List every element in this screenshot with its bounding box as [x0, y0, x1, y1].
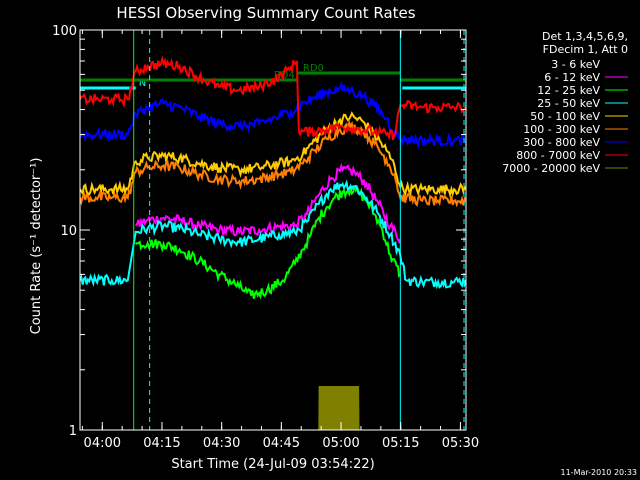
series-line-7	[80, 55, 466, 141]
chart-title: HESSI Observing Summary Count Rates	[116, 4, 415, 22]
flag-label-rd0: RD0	[303, 63, 324, 74]
flag-label-n: N	[139, 78, 146, 89]
x-axis-label: Start Time (24-Jul-09 03:54:22)	[171, 457, 374, 472]
y-tick-label-2: 100	[52, 24, 77, 39]
series-3	[80, 179, 466, 290]
series-2	[135, 184, 402, 300]
x-tick-label-5: 05:15	[382, 436, 419, 451]
series-line-6	[80, 80, 466, 149]
legend-label-5: 100 - 300 keV	[523, 123, 600, 136]
y-tick-label-1: 10	[60, 224, 77, 239]
x-tick-label-4: 05:00	[322, 436, 359, 451]
series-line-1	[134, 162, 402, 245]
series-7	[80, 55, 466, 141]
legend-label-7: 800 - 7000 keV	[516, 149, 600, 162]
legend: Det 1,3,4,5,6,9,FDecim 1, Att 0 3 - 6 keV…	[502, 30, 628, 175]
series-layer	[80, 55, 466, 430]
legend-label-6: 300 - 800 keV	[523, 136, 600, 149]
y-tick-label-0: 1	[69, 424, 77, 439]
series-6	[80, 80, 466, 149]
series-line-4	[80, 111, 466, 199]
legend-label-4: 50 - 100 keV	[530, 110, 600, 123]
legend-label-2: 12 - 25 keV	[537, 84, 600, 97]
series-line-0	[134, 190, 401, 286]
series-line-2	[135, 184, 402, 300]
x-tick-label-1: 04:15	[143, 436, 180, 451]
series-8	[80, 386, 466, 430]
y-axis-label: Count Rate (s⁻¹ detector⁻¹)	[29, 158, 44, 335]
legend-label-0: 3 - 6 keV	[551, 58, 600, 71]
legend-label-3: 25 - 50 keV	[537, 97, 600, 110]
series-4	[80, 111, 466, 199]
x-tick-label-0: 04:00	[84, 436, 121, 451]
series-0	[134, 190, 401, 286]
series-line-8	[80, 386, 466, 430]
legend-header-1: FDecim 1, Att 0	[543, 43, 628, 56]
timestamp: 11-Mar-2010 20:33	[561, 468, 638, 477]
legend-label-1: 6 - 12 keV	[544, 71, 600, 84]
series-burst-7000-20000	[318, 386, 359, 430]
x-tick-label-3: 04:45	[263, 436, 300, 451]
series-5	[80, 118, 466, 208]
x-tick-label-2: 04:30	[203, 436, 240, 451]
legend-header-0: Det 1,3,4,5,6,9,	[542, 30, 628, 43]
axes-layer: 04:00 04:15 04:30 04:45 05:00 05:15 05:30 1 10 10…	[52, 24, 479, 451]
series-1	[134, 162, 402, 245]
series-line-5	[80, 118, 466, 208]
x-tick-label-6: 05:30	[442, 436, 479, 451]
legend-label-8: 7000 - 20000 keV	[502, 162, 600, 175]
series-line-3	[80, 179, 466, 290]
